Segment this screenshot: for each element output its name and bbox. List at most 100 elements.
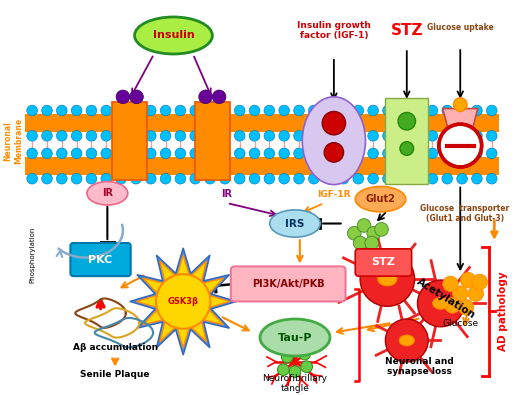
Circle shape (146, 148, 156, 159)
Text: GSK3β: GSK3β (167, 297, 199, 306)
Circle shape (323, 130, 334, 141)
Text: Glucose  transporter
(Glut1 and Glut-3): Glucose transporter (Glut1 and Glut-3) (421, 204, 510, 224)
Circle shape (299, 348, 310, 360)
Circle shape (131, 148, 141, 159)
Circle shape (235, 130, 245, 141)
Ellipse shape (270, 210, 320, 237)
Circle shape (86, 130, 97, 141)
Circle shape (71, 105, 82, 116)
Circle shape (116, 105, 126, 116)
Circle shape (264, 130, 275, 141)
Bar (112, 102, 147, 180)
Circle shape (279, 173, 290, 184)
Ellipse shape (399, 335, 414, 346)
Circle shape (131, 130, 141, 141)
Circle shape (412, 105, 423, 116)
Circle shape (146, 130, 156, 141)
Circle shape (42, 130, 53, 141)
Circle shape (129, 90, 144, 103)
Circle shape (457, 173, 467, 184)
Text: AD pathology: AD pathology (498, 271, 508, 351)
Circle shape (278, 364, 289, 376)
Circle shape (368, 105, 379, 116)
FancyBboxPatch shape (355, 249, 412, 276)
Text: STZ: STZ (371, 258, 395, 267)
Text: IGF-1R: IGF-1R (317, 190, 350, 199)
Circle shape (116, 90, 129, 103)
Circle shape (367, 226, 381, 240)
Circle shape (190, 148, 201, 159)
Circle shape (486, 173, 497, 184)
Circle shape (205, 148, 215, 159)
Circle shape (235, 105, 245, 116)
Circle shape (412, 148, 423, 159)
Circle shape (365, 236, 379, 250)
Circle shape (338, 173, 349, 184)
Circle shape (27, 105, 37, 116)
Circle shape (347, 226, 361, 240)
Circle shape (472, 148, 482, 159)
Circle shape (397, 148, 408, 159)
Text: PI3K/Akt/PKB: PI3K/Akt/PKB (252, 279, 324, 289)
Circle shape (249, 105, 260, 116)
Circle shape (442, 148, 452, 159)
Circle shape (442, 173, 452, 184)
Circle shape (71, 173, 82, 184)
Text: PKC: PKC (88, 254, 113, 265)
Circle shape (131, 173, 141, 184)
Text: Glut2: Glut2 (366, 194, 396, 204)
Circle shape (281, 351, 293, 363)
Circle shape (212, 90, 226, 103)
Circle shape (457, 105, 467, 116)
Circle shape (199, 90, 212, 103)
Text: IRS: IRS (285, 218, 305, 229)
Circle shape (397, 130, 408, 141)
Circle shape (486, 148, 497, 159)
Circle shape (146, 105, 156, 116)
Circle shape (427, 148, 438, 159)
Circle shape (27, 148, 37, 159)
Circle shape (294, 148, 304, 159)
Ellipse shape (260, 319, 330, 356)
Circle shape (219, 105, 230, 116)
Text: Tau-P: Tau-P (278, 333, 312, 342)
Ellipse shape (355, 186, 406, 212)
Circle shape (442, 105, 452, 116)
Circle shape (486, 130, 497, 141)
Circle shape (452, 286, 468, 301)
Text: Senile Plaque: Senile Plaque (81, 370, 150, 379)
Text: Neuronal and
synapse loss: Neuronal and synapse loss (385, 357, 454, 376)
Circle shape (412, 130, 423, 141)
Circle shape (442, 130, 452, 141)
Text: Insulin: Insulin (152, 30, 194, 41)
Circle shape (190, 130, 201, 141)
Circle shape (160, 105, 171, 116)
Circle shape (279, 130, 290, 141)
Circle shape (375, 222, 388, 236)
Circle shape (397, 105, 408, 116)
Circle shape (486, 105, 497, 116)
Circle shape (156, 274, 211, 329)
Circle shape (357, 219, 371, 232)
Text: Neuronal
Membrane: Neuronal Membrane (3, 118, 23, 164)
Circle shape (400, 142, 413, 155)
Circle shape (368, 148, 379, 159)
Circle shape (155, 274, 211, 329)
Circle shape (353, 173, 363, 184)
Circle shape (101, 173, 112, 184)
Circle shape (323, 105, 334, 116)
Text: Insulin growth
factor (IGF-1): Insulin growth factor (IGF-1) (297, 21, 371, 40)
Circle shape (175, 105, 186, 116)
Circle shape (472, 130, 482, 141)
Circle shape (472, 274, 487, 290)
Circle shape (398, 113, 415, 130)
Circle shape (57, 148, 67, 159)
Circle shape (86, 173, 97, 184)
Circle shape (190, 173, 201, 184)
Circle shape (71, 130, 82, 141)
Text: STZ: STZ (391, 23, 423, 38)
Text: Glucose: Glucose (442, 319, 478, 328)
Circle shape (353, 148, 363, 159)
Circle shape (42, 105, 53, 116)
Circle shape (457, 148, 467, 159)
